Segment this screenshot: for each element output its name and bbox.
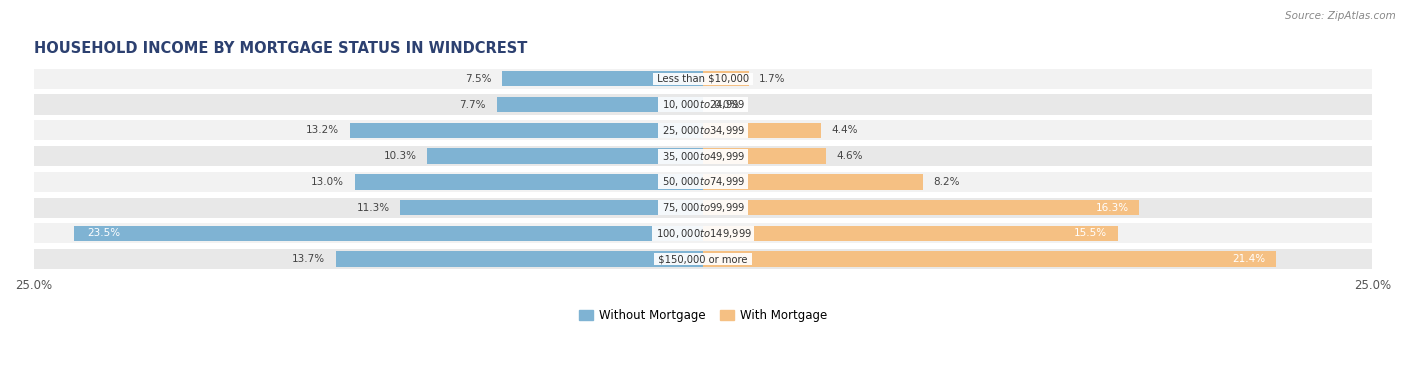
Bar — [34, 146, 1372, 166]
Text: 7.5%: 7.5% — [465, 74, 492, 84]
Text: 10.3%: 10.3% — [384, 151, 416, 161]
Text: 13.7%: 13.7% — [292, 254, 325, 264]
Text: $50,000 to $74,999: $50,000 to $74,999 — [659, 175, 747, 188]
Text: 11.3%: 11.3% — [357, 203, 389, 212]
Text: $10,000 to $24,999: $10,000 to $24,999 — [659, 98, 747, 111]
Bar — [354, 174, 703, 189]
Bar — [34, 172, 1372, 192]
Text: $35,000 to $49,999: $35,000 to $49,999 — [659, 150, 747, 163]
Bar — [703, 251, 1277, 267]
Text: $150,000 or more: $150,000 or more — [655, 254, 751, 264]
Text: 8.2%: 8.2% — [934, 177, 960, 187]
Bar — [34, 120, 1372, 140]
Text: 7.7%: 7.7% — [460, 99, 486, 110]
Bar — [34, 249, 1372, 269]
Bar — [496, 97, 703, 112]
Bar — [703, 200, 1139, 215]
Bar — [703, 71, 748, 87]
Bar — [34, 223, 1372, 243]
Bar — [34, 198, 1372, 218]
Bar — [34, 69, 1372, 89]
Text: HOUSEHOLD INCOME BY MORTGAGE STATUS IN WINDCREST: HOUSEHOLD INCOME BY MORTGAGE STATUS IN W… — [34, 42, 527, 56]
Bar — [502, 71, 703, 87]
Bar — [427, 148, 703, 164]
Bar — [401, 200, 703, 215]
Text: $25,000 to $34,999: $25,000 to $34,999 — [659, 124, 747, 137]
Text: Less than $10,000: Less than $10,000 — [654, 74, 752, 84]
Text: 21.4%: 21.4% — [1232, 254, 1265, 264]
Text: 4.4%: 4.4% — [831, 125, 858, 135]
Text: 16.3%: 16.3% — [1095, 203, 1129, 212]
Text: 15.5%: 15.5% — [1074, 228, 1108, 239]
Text: 4.6%: 4.6% — [837, 151, 863, 161]
Bar — [703, 226, 1118, 241]
Bar — [336, 251, 703, 267]
Bar — [703, 148, 827, 164]
Bar — [34, 94, 1372, 115]
Text: Source: ZipAtlas.com: Source: ZipAtlas.com — [1285, 11, 1396, 21]
Legend: Without Mortgage, With Mortgage: Without Mortgage, With Mortgage — [574, 304, 832, 327]
Text: 0.0%: 0.0% — [714, 99, 740, 110]
Bar — [73, 226, 703, 241]
Text: 13.2%: 13.2% — [305, 125, 339, 135]
Text: $100,000 to $149,999: $100,000 to $149,999 — [652, 227, 754, 240]
Bar — [350, 122, 703, 138]
Text: $75,000 to $99,999: $75,000 to $99,999 — [659, 201, 747, 214]
Text: 13.0%: 13.0% — [311, 177, 344, 187]
Bar — [703, 174, 922, 189]
Text: 1.7%: 1.7% — [759, 74, 786, 84]
Bar — [703, 122, 821, 138]
Text: 23.5%: 23.5% — [87, 228, 121, 239]
